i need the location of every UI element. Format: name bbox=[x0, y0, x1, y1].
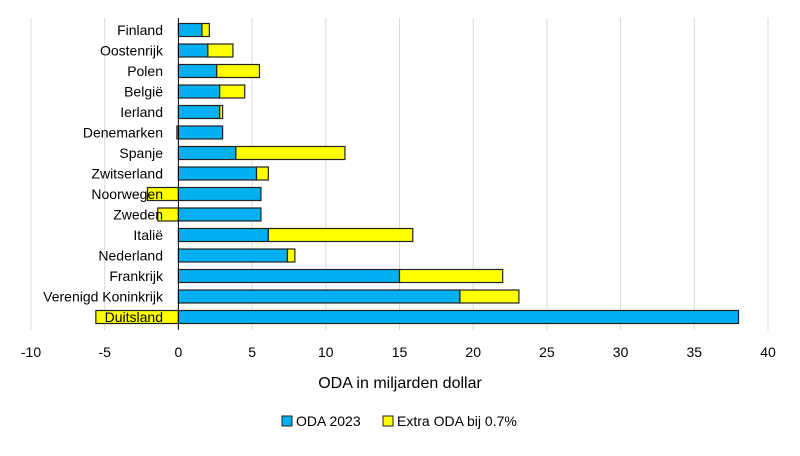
bar-oda-2023 bbox=[177, 145, 237, 161]
bar-extra-oda bbox=[235, 145, 346, 161]
legend-swatch-oda-2023 bbox=[281, 415, 293, 427]
bar-extra-oda bbox=[216, 63, 261, 79]
bar-oda-2023 bbox=[177, 207, 262, 222]
x-tick-labels: -10 -5 0 5 10 15 20 25 30 35 40 bbox=[21, 344, 776, 360]
bar-extra-oda bbox=[201, 22, 210, 38]
bar-oda-2023 bbox=[177, 166, 258, 181]
legend: ODA 2023 Extra ODA bij 0.7% bbox=[281, 413, 517, 429]
category-label: Verenigd Koninkrijk bbox=[43, 289, 164, 305]
bar-oda-2023 bbox=[177, 104, 221, 120]
x-tick-label: 25 bbox=[539, 344, 555, 360]
category-label: Zweden bbox=[113, 207, 163, 223]
x-tick-label: 0 bbox=[175, 344, 183, 360]
bar-extra-oda bbox=[219, 84, 246, 99]
category-label: Polen bbox=[127, 63, 163, 79]
bar-oda-2023 bbox=[177, 22, 203, 38]
x-tick-label: 5 bbox=[248, 344, 256, 360]
x-tick-label: 35 bbox=[687, 344, 703, 360]
category-label: België bbox=[124, 84, 163, 100]
bar-oda-2023 bbox=[177, 63, 218, 79]
bar-extra-oda bbox=[255, 166, 269, 181]
x-tick-label: 15 bbox=[392, 344, 408, 360]
category-label: Ierland bbox=[120, 104, 163, 120]
category-label: Zwitserland bbox=[91, 166, 163, 182]
bar-oda-2023 bbox=[177, 125, 224, 140]
x-tick-label: -5 bbox=[98, 344, 111, 360]
category-label: Spanje bbox=[119, 145, 163, 161]
x-tick-label: 30 bbox=[613, 344, 629, 360]
legend-label-oda-2023: ODA 2023 bbox=[296, 413, 361, 429]
bar-extra-oda bbox=[267, 227, 414, 243]
bar-oda-2023 bbox=[177, 289, 461, 304]
bar-oda-2023 bbox=[177, 268, 401, 284]
x-axis-title: ODA in miljarden dollar bbox=[318, 375, 482, 392]
category-label: Italië bbox=[133, 227, 163, 243]
x-tick-label: 20 bbox=[465, 344, 481, 360]
x-tick-label: 10 bbox=[318, 344, 334, 360]
bar-oda-2023 bbox=[177, 84, 221, 99]
bar-extra-oda bbox=[398, 268, 504, 284]
category-label: Oostenrijk bbox=[100, 43, 164, 59]
x-tick-label: 40 bbox=[760, 344, 776, 360]
category-label: Noorwegen bbox=[91, 186, 163, 202]
category-label: Frankrijk bbox=[109, 268, 164, 284]
category-labels: Finland Oostenrijk Polen België Ierland Denem… bbox=[43, 22, 164, 325]
category-label: Denemarken bbox=[83, 125, 163, 141]
x-tick-label: -10 bbox=[21, 344, 41, 360]
legend-label-extra-oda: Extra ODA bij 0.7% bbox=[397, 413, 517, 429]
bar-extra-oda bbox=[459, 289, 520, 304]
category-label: Nederland bbox=[98, 248, 163, 264]
bar-extra-oda bbox=[207, 43, 234, 58]
bar-oda-2023 bbox=[177, 227, 269, 243]
bar-oda-2023 bbox=[177, 309, 740, 325]
bar-extra-oda bbox=[219, 104, 224, 120]
category-label: Duitsland bbox=[105, 309, 163, 325]
category-label: Finland bbox=[117, 22, 163, 38]
bar-extra-oda bbox=[286, 248, 296, 263]
bars bbox=[95, 18, 740, 330]
bar-oda-2023 bbox=[177, 248, 289, 263]
bar-oda-2023 bbox=[177, 186, 262, 202]
legend-swatch-extra-oda bbox=[382, 415, 394, 427]
bar-oda-2023 bbox=[177, 43, 209, 58]
